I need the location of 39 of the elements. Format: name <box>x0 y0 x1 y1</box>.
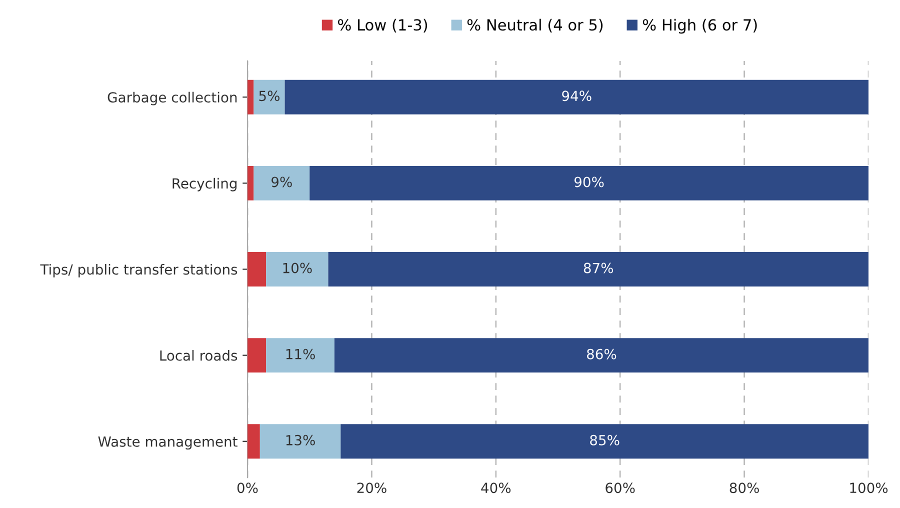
legend-label: % Low (1-3) <box>338 18 428 32</box>
x-tick-label: 0% <box>237 482 258 494</box>
bar <box>334 338 868 373</box>
bar <box>248 424 260 459</box>
bar <box>248 166 254 200</box>
x-tick-label: 80% <box>730 482 759 494</box>
bar <box>260 424 341 459</box>
x-tick-label: 60% <box>606 482 635 494</box>
x-tick-label: 40% <box>481 482 511 494</box>
data-label: 11% <box>286 348 315 360</box>
bar <box>254 80 285 114</box>
x-tick-label: 100% <box>850 482 888 494</box>
data-label: 13% <box>286 434 315 446</box>
bar <box>266 252 328 286</box>
bar <box>248 338 266 373</box>
data-label: 86% <box>586 348 616 360</box>
data-label: 5% <box>259 90 280 102</box>
data-label: 94% <box>562 90 592 102</box>
bar <box>340 424 868 459</box>
y-tick-label: Tips/ public transfer stations <box>40 264 238 278</box>
data-label: 10% <box>283 262 312 274</box>
bar <box>328 252 868 286</box>
legend-label: % Neutral (4 or 5) <box>467 18 603 32</box>
legend-label: % High (6 or 7) <box>642 18 757 34</box>
data-label: 90% <box>574 176 604 188</box>
bar <box>266 338 334 373</box>
x-tick-label: 20% <box>357 482 386 494</box>
bar <box>310 166 868 200</box>
data-label: 85% <box>590 434 620 446</box>
bar <box>248 252 266 286</box>
y-tick-label: Waste management <box>98 436 238 450</box>
y-tick-label: Garbage collection <box>108 92 237 106</box>
data-label: 9% <box>272 176 292 188</box>
bar <box>254 166 310 200</box>
data-label: 87% <box>584 262 614 274</box>
y-tick-label: Local roads <box>160 350 238 361</box>
bar <box>284 80 868 114</box>
y-tick-label: Recycling <box>172 178 237 192</box>
bar <box>248 80 254 114</box>
